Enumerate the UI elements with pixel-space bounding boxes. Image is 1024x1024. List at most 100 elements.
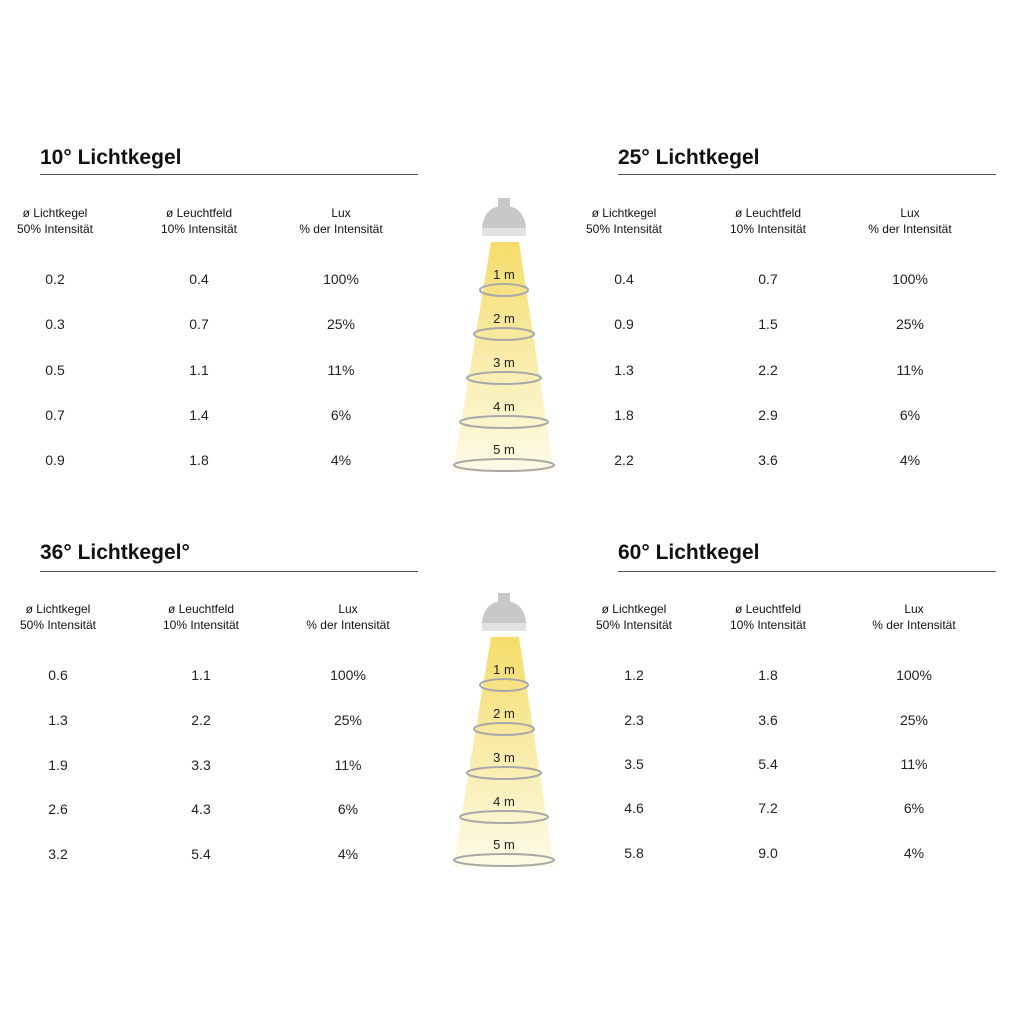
table-cell: 2.3 — [624, 712, 644, 728]
table-cell: 0.3 — [45, 316, 65, 332]
table-cell: 11% — [896, 362, 924, 378]
lamp-icon — [482, 593, 526, 631]
table-cell: 3.2 — [48, 846, 68, 862]
column-header: ø Leuchtfeld 10% Intensität — [129, 205, 269, 237]
table-cell: 11% — [334, 757, 362, 773]
column-header-line: ø Lichtkegel — [601, 602, 667, 616]
column-header-line: ø Lichtkegel — [22, 206, 88, 220]
light-beam — [453, 637, 554, 867]
section-title: 60° Lichtkegel — [618, 541, 760, 564]
table-cell: 4% — [330, 452, 352, 468]
table-cell: 0.4 — [189, 271, 209, 287]
distance-ring — [473, 327, 535, 341]
column-header-line: % der Intensität — [299, 222, 383, 236]
table-cell: 0.9 — [45, 452, 65, 468]
table-cell: 5.4 — [191, 846, 211, 862]
table-cell: 11% — [900, 756, 928, 772]
table-cell: 4% — [899, 452, 921, 468]
table-cell: 6% — [899, 407, 921, 423]
table-cell: 7.2 — [758, 800, 778, 816]
divider — [40, 174, 418, 175]
table-cell: 1.8 — [189, 452, 209, 468]
distance-ring — [466, 371, 542, 385]
table-cell: 6% — [337, 801, 359, 817]
distance-label: 2 m — [493, 311, 515, 326]
column-header-line: Lux — [900, 206, 920, 220]
distance-ring — [466, 766, 542, 780]
section-title: 25° Lichtkegel — [618, 146, 760, 169]
table-cell: 0.7 — [758, 271, 778, 287]
distance-ring — [453, 853, 555, 867]
column-header-line: 50% Intensität — [595, 618, 673, 632]
table-cell: 4% — [903, 845, 925, 861]
table-cell: 3.3 — [191, 757, 211, 773]
light-cone-diagram: 1 m 2 m 3 m 4 m 5 m — [453, 593, 555, 867]
table-cell: 25% — [895, 316, 925, 332]
distance-ring — [453, 458, 555, 472]
column-header: ø Lichtkegel 50% Intensität — [0, 601, 128, 633]
column-header-line: 10% Intensität — [160, 222, 238, 236]
table-cell: 1.3 — [614, 362, 634, 378]
table-cell: 0.7 — [189, 316, 209, 332]
distance-label: 5 m — [493, 837, 515, 852]
table-cell: 1.1 — [189, 362, 209, 378]
table-cell: 4% — [337, 846, 359, 862]
table-cell: 6% — [330, 407, 352, 423]
column-header-line: Lux — [338, 602, 358, 616]
column-header: Lux % der Intensität — [844, 601, 984, 633]
table-cell: 2.6 — [48, 801, 68, 817]
table-cell: 3.6 — [758, 712, 778, 728]
table-cell: 25% — [326, 316, 356, 332]
table-cell: 100% — [330, 667, 366, 683]
table-cell: 0.7 — [45, 407, 65, 423]
distance-ring — [459, 415, 549, 429]
table-cell: 2.9 — [758, 407, 778, 423]
column-header-line: 50% Intensität — [585, 222, 663, 236]
column-header-line: ø Leuchtfeld — [734, 206, 802, 220]
table-cell: 0.6 — [48, 667, 68, 683]
table-cell: 9.0 — [758, 845, 778, 861]
column-header-line: ø Leuchtfeld — [734, 602, 802, 616]
table-cell: 3.5 — [624, 756, 644, 772]
table-cell: 1.9 — [48, 757, 68, 773]
distance-label: 1 m — [493, 662, 515, 677]
divider — [618, 174, 996, 175]
section-title: 10° Lichtkegel — [40, 146, 182, 169]
column-header: ø Leuchtfeld 10% Intensität — [131, 601, 271, 633]
table-cell: 4.6 — [624, 800, 644, 816]
light-beam — [453, 242, 554, 472]
distance-label: 2 m — [493, 706, 515, 721]
table-cell: 11% — [327, 362, 355, 378]
column-header: ø Leuchtfeld 10% Intensität — [698, 601, 838, 633]
table-cell: 25% — [899, 712, 929, 728]
column-header-line: 10% Intensität — [729, 222, 807, 236]
distance-label: 5 m — [493, 442, 515, 457]
table-cell: 0.4 — [614, 271, 634, 287]
column-header: ø Leuchtfeld 10% Intensität — [698, 205, 838, 237]
column-header: Lux % der Intensität — [840, 205, 980, 237]
column-header-line: ø Lichtkegel — [25, 602, 91, 616]
table-cell: 4.3 — [191, 801, 211, 817]
distance-ring — [479, 678, 529, 692]
column-header: ø Lichtkegel 50% Intensität — [0, 205, 125, 237]
table-cell: 1.5 — [758, 316, 778, 332]
table-cell: 2.2 — [758, 362, 778, 378]
column-header: Lux % der Intensität — [278, 601, 418, 633]
column-header-line: 10% Intensität — [729, 618, 807, 632]
table-cell: 1.8 — [758, 667, 778, 683]
column-header: Lux % der Intensität — [271, 205, 411, 237]
table-cell: 2.2 — [614, 452, 634, 468]
column-header-line: 50% Intensität — [16, 222, 94, 236]
distance-label: 4 m — [493, 794, 515, 809]
table-cell: 5.4 — [758, 756, 778, 772]
table-cell: 5.8 — [624, 845, 644, 861]
table-cell: 100% — [323, 271, 359, 287]
column-header: ø Lichtkegel 50% Intensität — [554, 205, 694, 237]
section-title: 36° Lichtkegel° — [40, 541, 190, 564]
column-header-line: ø Leuchtfeld — [167, 602, 235, 616]
column-header: ø Lichtkegel 50% Intensität — [564, 601, 704, 633]
column-header-line: % der Intensität — [306, 618, 390, 632]
table-cell: 1.8 — [614, 407, 634, 423]
column-header-line: Lux — [331, 206, 351, 220]
table-cell: 2.2 — [191, 712, 211, 728]
